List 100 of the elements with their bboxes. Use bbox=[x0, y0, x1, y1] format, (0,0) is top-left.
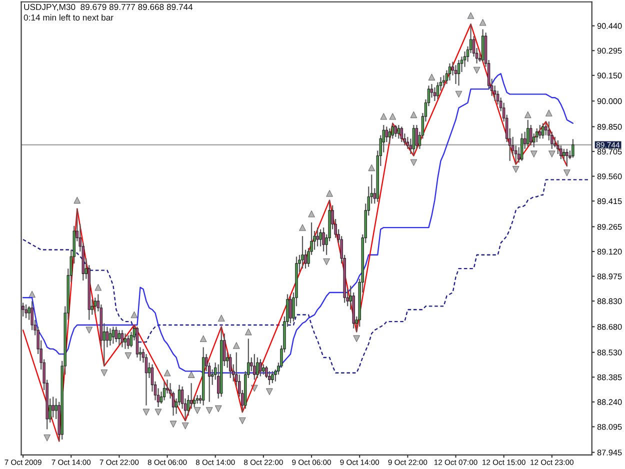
candlestick bbox=[120, 330, 124, 348]
point bbox=[353, 335, 360, 342]
candlestick bbox=[118, 330, 121, 346]
y-tick-label: 90.150 bbox=[597, 72, 622, 78]
candlestick bbox=[556, 140, 560, 155]
candlestick bbox=[253, 354, 256, 380]
point bbox=[410, 111, 418, 118]
candlestick bbox=[126, 334, 130, 350]
point bbox=[467, 12, 474, 19]
point bbox=[94, 284, 102, 291]
point bbox=[164, 369, 171, 376]
point bbox=[368, 164, 376, 172]
y-tick-label: 89.120 bbox=[597, 248, 622, 255]
candlestick bbox=[526, 119, 530, 148]
point bbox=[86, 326, 93, 334]
candlestick bbox=[442, 74, 446, 88]
y-tick-label: 89.265 bbox=[597, 224, 622, 230]
y-tick-label: 88.975 bbox=[597, 274, 622, 280]
text: 0:14 min left to next bar bbox=[24, 14, 114, 21]
candlestick bbox=[229, 354, 232, 379]
y-tick-label: 88.095 bbox=[597, 424, 622, 430]
candlestick bbox=[112, 326, 115, 344]
point bbox=[455, 90, 462, 98]
candlestick bbox=[22, 302, 24, 318]
point bbox=[546, 110, 552, 116]
candlestick bbox=[572, 138, 574, 158]
point bbox=[154, 408, 162, 416]
point bbox=[74, 196, 81, 204]
point bbox=[479, 19, 486, 26]
y-tick-label: 88.530 bbox=[597, 350, 622, 356]
candlestick bbox=[400, 126, 404, 143]
candlestick bbox=[192, 396, 196, 408]
chart-title: USDJPY,M30 89.679 89.777 89.668 89.744 bbox=[24, 4, 193, 12]
point bbox=[206, 407, 213, 414]
candlestick bbox=[385, 126, 388, 143]
point bbox=[100, 369, 108, 376]
point bbox=[28, 290, 36, 298]
candlestick bbox=[124, 332, 127, 350]
candlestick bbox=[530, 124, 532, 146]
y-tick-label: 90.000 bbox=[597, 98, 622, 104]
point bbox=[200, 335, 207, 342]
candlestick bbox=[394, 124, 398, 138]
line-series bbox=[22, 179, 589, 374]
point bbox=[239, 417, 246, 424]
candlestick bbox=[108, 328, 112, 346]
candlestick bbox=[52, 396, 54, 418]
y-tick-label: 89.560 bbox=[597, 174, 622, 180]
point bbox=[380, 113, 388, 120]
candlestick bbox=[259, 358, 262, 377]
y-tick-label: 87.945 bbox=[597, 450, 622, 456]
candlestick bbox=[106, 326, 109, 348]
point bbox=[218, 314, 225, 322]
line-series bbox=[22, 24, 568, 442]
point bbox=[124, 352, 132, 360]
point bbox=[44, 434, 50, 442]
point bbox=[188, 371, 195, 378]
candlestick bbox=[536, 128, 538, 143]
candlestick bbox=[388, 128, 392, 144]
candlestick bbox=[322, 226, 325, 252]
candlestick bbox=[256, 356, 259, 379]
y-tick-label: 88.240 bbox=[597, 399, 622, 405]
candlestick bbox=[457, 59, 460, 86]
point bbox=[564, 169, 570, 176]
candlestick bbox=[114, 326, 118, 343]
point bbox=[245, 328, 252, 336]
point bbox=[194, 407, 201, 414]
point bbox=[530, 150, 538, 158]
point bbox=[410, 159, 418, 166]
point bbox=[142, 408, 150, 416]
point bbox=[233, 342, 240, 349]
point bbox=[308, 210, 315, 218]
candlestick bbox=[562, 148, 566, 162]
candlestick bbox=[448, 62, 452, 82]
point bbox=[323, 258, 330, 266]
point bbox=[473, 66, 480, 74]
candlestick bbox=[560, 144, 562, 160]
point bbox=[182, 422, 189, 430]
candlestick bbox=[566, 148, 568, 167]
candlestick bbox=[190, 382, 193, 410]
candlestick bbox=[319, 228, 322, 247]
candlestick bbox=[262, 364, 265, 376]
y-tick-label: 89.705 bbox=[597, 148, 622, 155]
point bbox=[389, 113, 396, 120]
candlestick bbox=[24, 304, 28, 319]
point bbox=[428, 74, 436, 80]
y-tick-label: 88.385 bbox=[597, 374, 622, 380]
y-tick-label: 88.830 bbox=[597, 298, 622, 304]
candlestick bbox=[162, 380, 166, 401]
candlestick bbox=[397, 124, 400, 140]
y-tick-label: 88.680 bbox=[597, 324, 622, 330]
candlestick bbox=[271, 370, 274, 384]
candlestick bbox=[412, 124, 416, 156]
point bbox=[548, 150, 556, 158]
point bbox=[214, 405, 222, 412]
y-tick-label: 90.440 bbox=[597, 23, 622, 29]
candlestick bbox=[520, 132, 524, 162]
point bbox=[170, 420, 177, 428]
candlestick bbox=[542, 122, 544, 140]
y-tick-label: 90.295 bbox=[597, 48, 622, 54]
candlestick bbox=[301, 236, 304, 270]
